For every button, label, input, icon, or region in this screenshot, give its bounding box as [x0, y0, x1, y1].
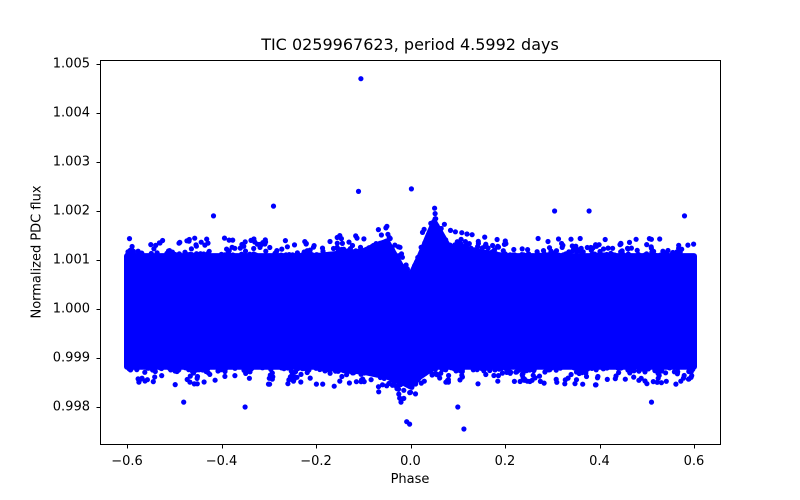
x-axis-label: Phase: [390, 472, 430, 487]
x-tick-label: −0.2: [300, 454, 332, 469]
y-tick-label: 1.000: [52, 301, 90, 317]
y-tick-label: 0.999: [52, 350, 90, 366]
x-tick-label: −0.6: [111, 454, 143, 469]
chart-title: TIC 0259967623, period 4.5992 days: [261, 35, 559, 54]
x-tick-label: 0.6: [683, 454, 705, 469]
y-tick-label: 1.001: [52, 252, 90, 268]
y-tick-label: 1.004: [52, 105, 90, 121]
axis-ticks: [96, 64, 695, 449]
x-tick-label: −0.4: [205, 454, 238, 469]
y-tick-label: 1.002: [52, 203, 90, 219]
axes-frame: [100, 60, 721, 445]
y-tick-label: 1.005: [52, 56, 90, 72]
scatter-points: [124, 76, 697, 432]
x-tick-label: 0.0: [400, 454, 421, 469]
x-tick-label: 0.2: [494, 454, 516, 469]
y-tick-label: 0.998: [52, 399, 90, 415]
y-tick-label: 1.003: [52, 154, 90, 170]
x-tick-label: 0.4: [589, 454, 610, 469]
